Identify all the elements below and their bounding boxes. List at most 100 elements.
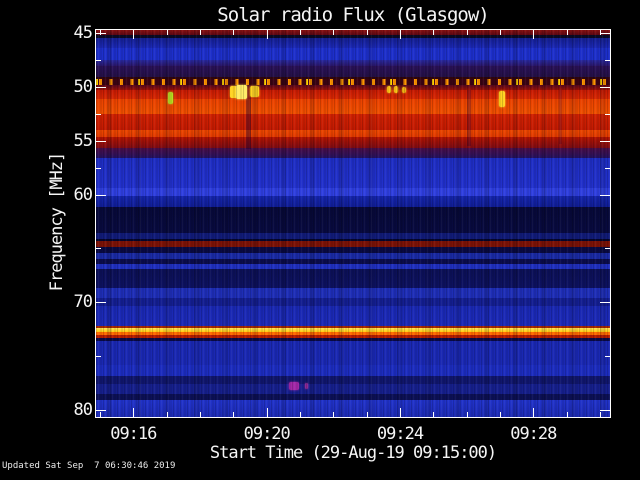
x-minor-tick (600, 412, 601, 417)
burst-blob (235, 85, 247, 99)
spectrogram-band (96, 341, 610, 365)
y-major-tick (96, 302, 106, 304)
burst-blob (394, 86, 398, 93)
x-minor-tick (433, 412, 435, 417)
y-major-tick (600, 86, 610, 88)
burst-blob (249, 86, 259, 97)
x-tick-label: 09:28 (510, 424, 557, 444)
spectrogram-band (96, 137, 610, 149)
y-major-tick (96, 33, 106, 34)
spectrogram-band (96, 233, 610, 239)
spectrogram-band (96, 66, 610, 77)
spectrogram-band (96, 60, 610, 66)
x-minor-tick (100, 30, 101, 35)
spectrogram-band (96, 306, 610, 326)
x-major-tick (133, 30, 135, 39)
spectrogram-band (96, 328, 610, 332)
spectrogram-band (96, 241, 610, 247)
x-minor-tick (600, 30, 601, 35)
pulsed-burst-row (96, 78, 610, 85)
x-minor-tick (333, 30, 335, 35)
spectrogram-band (96, 196, 610, 207)
spectrogram-band (96, 48, 610, 61)
y-axis-title: Frequency [MHz] (47, 152, 67, 292)
spectrogram-band (96, 288, 610, 298)
y-minor-tick (605, 113, 610, 115)
x-minor-tick (200, 412, 201, 417)
burst-blob (387, 86, 391, 93)
spectrogram-band (96, 335, 610, 338)
y-major-tick (600, 410, 610, 411)
x-minor-tick (166, 412, 168, 417)
spectrogram-band (96, 259, 610, 264)
x-minor-tick (166, 30, 168, 35)
x-minor-tick (566, 412, 568, 417)
spectrogram-band (96, 400, 610, 417)
spectrogram-band (96, 207, 610, 234)
spectrogram-band (96, 376, 610, 384)
spectrogram-band (96, 326, 610, 328)
x-minor-tick (433, 30, 435, 35)
chart-title: Solar radio Flux (Glasgow) (217, 4, 489, 26)
updated-timestamp: Updated Sat Sep 7 06:30:46 2019 (2, 461, 176, 471)
burst-blob (229, 86, 237, 98)
y-minor-tick (605, 356, 610, 358)
y-minor-tick (605, 59, 610, 61)
spectrogram-band (96, 394, 610, 400)
spectrogram-band (96, 90, 610, 99)
burst-blob (167, 92, 173, 104)
x-minor-tick (300, 30, 301, 35)
spectrogram-band (96, 263, 610, 269)
burst-blob (402, 87, 406, 93)
x-major-tick (533, 30, 535, 39)
x-minor-tick (233, 30, 235, 35)
spectrogram-band (96, 332, 610, 335)
y-tick-label: 45 (73, 23, 93, 43)
burst-blob (289, 382, 299, 390)
spectrogram-band (96, 383, 610, 394)
spectrogram-band (96, 99, 610, 114)
spectrogram-band (96, 38, 610, 48)
x-minor-tick (200, 30, 201, 35)
burst-blob (304, 383, 308, 389)
x-minor-tick (500, 30, 501, 35)
spectrogram-band (96, 158, 610, 189)
y-tick-label: 55 (73, 130, 93, 151)
column-noise-overlay (96, 30, 610, 417)
x-minor-tick (100, 412, 101, 417)
y-major-tick (600, 194, 610, 196)
x-tick-label: 09:16 (110, 424, 157, 444)
x-major-tick (266, 408, 268, 417)
spectrogram-band (96, 365, 610, 376)
spectrogram-band (96, 30, 610, 35)
y-minor-tick (96, 59, 101, 61)
spectrogram-plot (95, 29, 611, 418)
spectrogram-band (96, 148, 610, 158)
x-major-tick (400, 30, 401, 39)
dark-vertical-streak (558, 90, 562, 144)
y-minor-tick (96, 356, 101, 358)
x-minor-tick (233, 412, 235, 417)
x-major-tick (266, 30, 268, 39)
y-tick-label: 70 (73, 292, 93, 313)
y-minor-tick (605, 248, 610, 250)
spectrogram-band (96, 35, 610, 38)
spectrogram-band (96, 239, 610, 241)
x-minor-tick (466, 30, 468, 35)
y-tick-label: 60 (73, 184, 93, 205)
y-major-tick (96, 86, 106, 88)
y-minor-tick (605, 167, 610, 169)
x-major-tick (133, 408, 135, 417)
spectrogram-band (96, 114, 610, 130)
x-major-tick (400, 408, 401, 417)
spectrogram-band (96, 77, 610, 79)
y-minor-tick (96, 167, 101, 169)
y-major-tick (600, 140, 610, 142)
y-minor-tick (96, 113, 101, 115)
x-major-tick (533, 408, 535, 417)
dark-vertical-streak (245, 90, 251, 149)
spectrogram-band (96, 269, 610, 288)
x-minor-tick (366, 30, 368, 35)
y-major-tick (96, 194, 106, 196)
